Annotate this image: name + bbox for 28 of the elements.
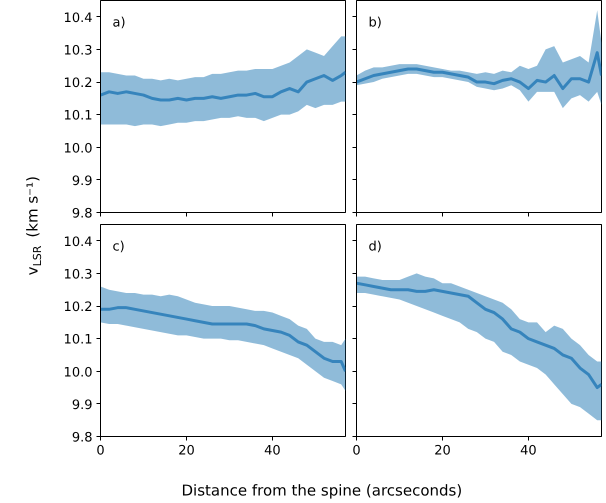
line-series — [100, 306, 346, 373]
y-tick-label: 10.2 — [64, 76, 93, 92]
y-axis-title: vLSR (km s⁻¹) — [24, 176, 44, 276]
x-tick-label: 20 — [434, 444, 451, 458]
y-tick-label: 10.3 — [64, 267, 93, 282]
annotation: d) — [368, 240, 382, 254]
annotation: c) — [112, 240, 125, 254]
line-series — [100, 70, 346, 102]
annotation: b) — [368, 16, 382, 30]
x-tick-label: 0 — [352, 444, 361, 458]
x-tick-label: 0 — [96, 444, 105, 458]
y-tick-label: 10.4 — [64, 234, 93, 250]
y-tick-label: 10.0 — [64, 365, 93, 380]
y-tick-label: 10.0 — [64, 141, 93, 156]
y-tick-label: 9.9 — [72, 398, 93, 413]
x-tick-label: 20 — [178, 444, 195, 458]
y-tick-label: 9.9 — [72, 174, 93, 189]
y-tick-label: 10.4 — [64, 10, 93, 26]
y-tick-label: 10.1 — [64, 332, 93, 348]
annotation: a) — [112, 16, 126, 30]
y-tick-label: 10.1 — [64, 108, 93, 124]
y-tick-label: 10.2 — [64, 300, 93, 316]
y-tick-label: 9.8 — [72, 430, 93, 446]
y-tick-label: 10.3 — [64, 43, 93, 58]
x-tick-label: 40 — [520, 444, 537, 458]
x-tick-label: 40 — [264, 444, 281, 458]
x-axis-title: Distance from the spine (arcseconds) — [182, 482, 462, 500]
y-tick-label: 9.8 — [72, 206, 93, 222]
